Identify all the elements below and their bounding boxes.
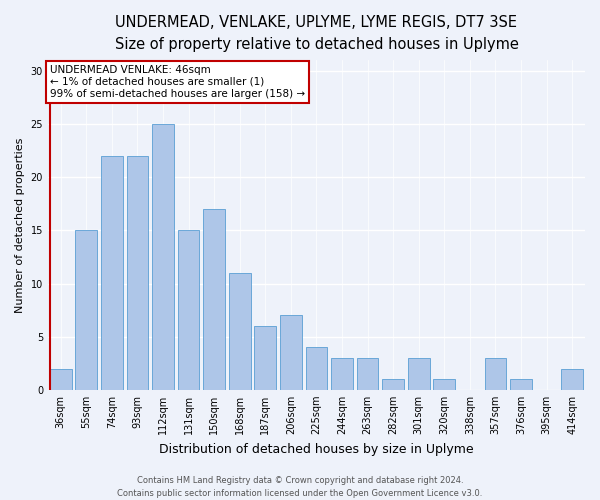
Bar (229, 273, 251, 390)
Bar (305, 348, 328, 390)
Bar (178, 230, 199, 390)
Bar (76, 230, 97, 390)
Bar (152, 124, 174, 390)
Text: Contains HM Land Registry data © Crown copyright and database right 2024.
Contai: Contains HM Land Registry data © Crown c… (118, 476, 482, 498)
Bar (382, 380, 404, 390)
Bar (510, 380, 532, 390)
Bar (331, 358, 353, 390)
Y-axis label: Number of detached properties: Number of detached properties (15, 138, 25, 312)
Bar (485, 358, 506, 390)
Bar (280, 316, 302, 390)
Bar (254, 326, 276, 390)
Bar (408, 358, 430, 390)
Bar (50, 368, 71, 390)
Text: UNDERMEAD VENLAKE: 46sqm
← 1% of detached houses are smaller (1)
99% of semi-det: UNDERMEAD VENLAKE: 46sqm ← 1% of detache… (50, 66, 305, 98)
Bar (562, 368, 583, 390)
Bar (127, 156, 148, 390)
Bar (357, 358, 379, 390)
Bar (101, 156, 123, 390)
Title: UNDERMEAD, VENLAKE, UPLYME, LYME REGIS, DT7 3SE
Size of property relative to det: UNDERMEAD, VENLAKE, UPLYME, LYME REGIS, … (115, 14, 518, 52)
Bar (203, 209, 225, 390)
X-axis label: Distribution of detached houses by size in Uplyme: Distribution of detached houses by size … (159, 442, 474, 456)
Bar (433, 380, 455, 390)
